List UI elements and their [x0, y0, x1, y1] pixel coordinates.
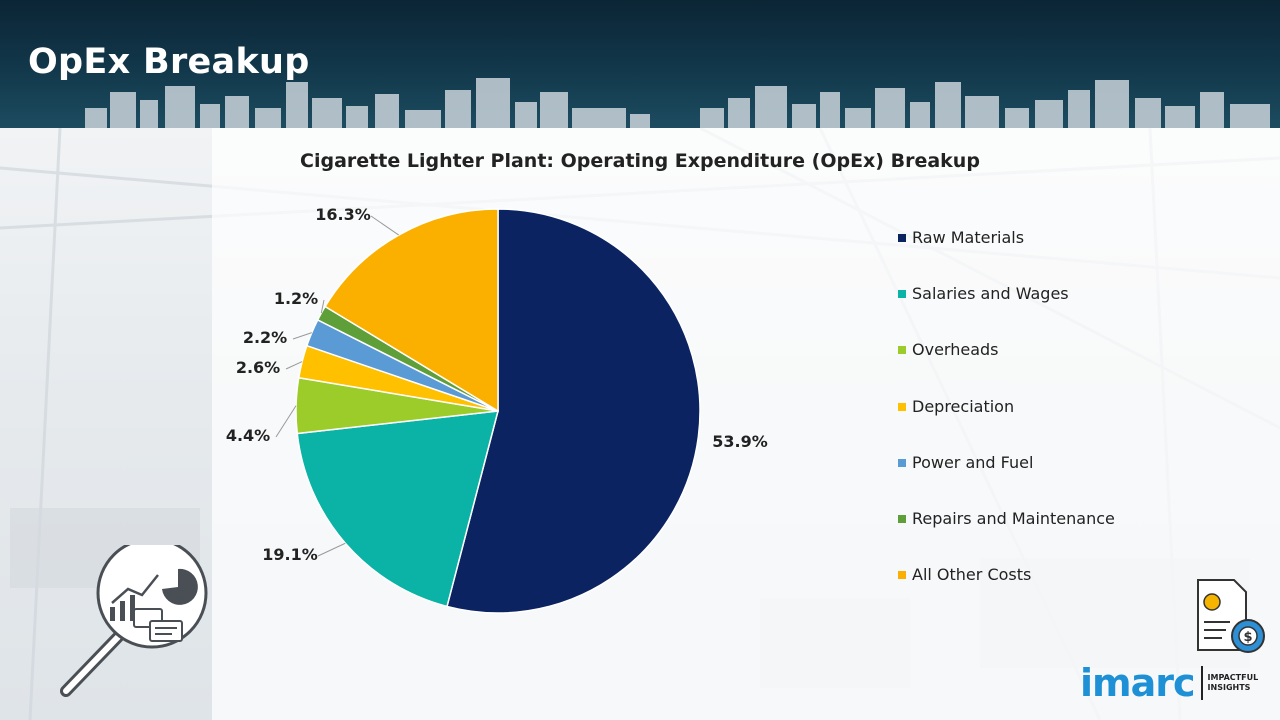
legend-label: Salaries and Wages — [912, 284, 1069, 304]
leader-line — [285, 361, 303, 370]
logo-tagline-line-1: IMPACTFUL — [1207, 673, 1259, 682]
cost-document-icon: $ — [1197, 579, 1265, 653]
leader-line — [317, 542, 346, 557]
legend-swatch — [898, 458, 906, 467]
legend-swatch — [898, 402, 906, 411]
data-label-repairs-and-maintenance: 1.2% — [274, 289, 318, 308]
logo-tagline-line-2: INSIGHTS — [1207, 683, 1251, 692]
city-skyline — [85, 78, 1270, 128]
leader-line — [292, 332, 312, 340]
legend-label: Depreciation — [912, 396, 1015, 416]
legend-label: All Other Costs — [912, 565, 1032, 585]
leader-line — [275, 405, 297, 438]
legend-item-salaries-and-wages: Salaries and Wages — [898, 284, 1158, 340]
leader-line — [370, 215, 400, 236]
legend-swatch — [898, 346, 906, 355]
imarc-logo: imarc IMPACTFUL INSIGHTS — [1080, 660, 1268, 706]
data-label-raw-materials: 53.9% — [712, 432, 768, 451]
page-title: OpEx Breakup — [28, 42, 310, 82]
legend-item-depreciation: Depreciation — [898, 397, 1158, 453]
data-label-depreciation: 2.6% — [236, 358, 280, 377]
magnifier-analytics-icon — [60, 545, 208, 697]
logo-tagline: IMPACTFUL INSIGHTS — [1208, 673, 1268, 693]
data-label-overheads: 4.4% — [226, 426, 270, 445]
legend-label: Raw Materials — [912, 228, 1025, 247]
legend-item-raw-materials: Raw Materials — [898, 228, 1158, 284]
data-label-all-other-costs: 16.3% — [315, 205, 371, 224]
legend-label: Repairs and Maintenance — [912, 508, 1115, 528]
logo-wordmark: imarc — [1080, 661, 1196, 705]
data-label-power-and-fuel: 2.2% — [243, 328, 287, 347]
data-label-salaries-and-wages: 19.1% — [262, 545, 318, 564]
legend-label: Overheads — [912, 340, 999, 360]
chart-title: Cigarette Lighter Plant: Operating Expen… — [300, 150, 980, 172]
leader-line — [320, 299, 325, 314]
svg-text:$: $ — [1243, 630, 1252, 645]
logo-divider — [1200, 666, 1203, 700]
legend-item-all-other-costs: All Other Costs — [898, 565, 1158, 621]
legend-swatch — [898, 234, 906, 242]
pie-slice-raw-materials — [446, 208, 701, 614]
header-banner: OpEx Breakup — [0, 0, 1280, 128]
legend-swatch — [898, 290, 906, 299]
legend-swatch — [898, 571, 906, 580]
pie-slice-salaries-and-wages — [296, 410, 500, 608]
chart-legend: Raw Materials Salaries and Wages Overhea… — [898, 228, 1158, 621]
legend-label: Power and Fuel — [912, 452, 1034, 472]
legend-item-overheads: Overheads — [898, 340, 1158, 396]
legend-swatch — [898, 514, 906, 523]
legend-item-repairs-and-maintenance: Repairs and Maintenance — [898, 509, 1158, 565]
legend-item-power-and-fuel: Power and Fuel — [898, 453, 1158, 509]
